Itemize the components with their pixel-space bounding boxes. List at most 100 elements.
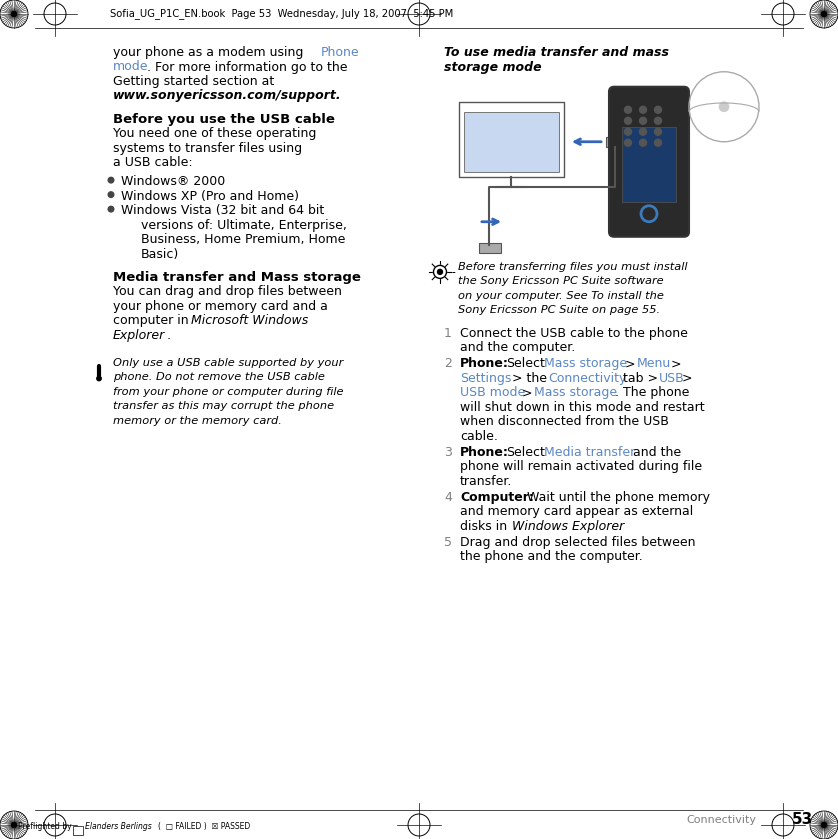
- Circle shape: [639, 128, 646, 135]
- Circle shape: [624, 107, 632, 113]
- Text: 1: 1: [444, 327, 452, 340]
- Text: transfer as this may corrupt the phone: transfer as this may corrupt the phone: [113, 401, 334, 411]
- Text: >: >: [671, 357, 681, 371]
- Circle shape: [719, 102, 729, 112]
- Text: Sofia_UG_P1C_EN.book  Page 53  Wednesday, July 18, 2007  5:45 PM: Sofia_UG_P1C_EN.book Page 53 Wednesday, …: [110, 8, 453, 19]
- Text: Select: Select: [506, 446, 545, 459]
- Bar: [464, 112, 559, 172]
- Circle shape: [624, 117, 632, 124]
- Text: transfer.: transfer.: [460, 475, 512, 488]
- Text: >: >: [522, 387, 532, 399]
- Circle shape: [639, 117, 646, 124]
- Text: on your computer. See To install the: on your computer. See To install the: [458, 291, 664, 300]
- Text: You need one of these operating: You need one of these operating: [113, 128, 317, 140]
- Text: 4: 4: [444, 491, 452, 504]
- Text: when disconnected from the USB: when disconnected from the USB: [460, 415, 669, 429]
- Circle shape: [821, 12, 826, 17]
- Text: a USB cable:: a USB cable:: [113, 156, 193, 169]
- Text: the Sony Ericsson PC Suite software: the Sony Ericsson PC Suite software: [458, 276, 664, 286]
- Circle shape: [654, 107, 661, 113]
- Bar: [73, 826, 83, 835]
- Text: 5: 5: [444, 536, 452, 549]
- Text: tab >: tab >: [623, 372, 658, 385]
- Text: Media transfer and Mass storage: Media transfer and Mass storage: [113, 271, 361, 284]
- Text: the phone and the computer.: the phone and the computer.: [460, 550, 643, 563]
- Text: Microsoft Windows: Microsoft Windows: [191, 315, 308, 327]
- Text: phone. Do not remove the USB cable: phone. Do not remove the USB cable: [113, 373, 325, 383]
- Text: .: .: [167, 329, 171, 341]
- Text: Drag and drop selected files between: Drag and drop selected files between: [460, 536, 696, 549]
- Text: Settings: Settings: [460, 372, 511, 385]
- Text: Windows Explorer: Windows Explorer: [512, 520, 624, 533]
- Circle shape: [433, 265, 447, 279]
- Circle shape: [654, 128, 661, 135]
- Text: systems to transfer files using: systems to transfer files using: [113, 142, 303, 154]
- Text: your phone or memory card and a: your phone or memory card and a: [113, 300, 328, 313]
- Text: 2: 2: [444, 357, 452, 371]
- Text: computer in: computer in: [113, 315, 193, 327]
- Text: >: >: [682, 372, 692, 385]
- Text: mode: mode: [113, 60, 148, 74]
- Text: Phone: Phone: [321, 46, 360, 59]
- Text: . For more information go to the: . For more information go to the: [147, 60, 348, 74]
- Circle shape: [108, 192, 114, 197]
- Text: Windows XP (Pro and Home): Windows XP (Pro and Home): [121, 190, 299, 202]
- Bar: [622, 127, 676, 201]
- Text: from your phone or computer during file: from your phone or computer during file: [113, 387, 344, 397]
- Text: Wait until the phone memory: Wait until the phone memory: [527, 491, 710, 504]
- Text: Phone:: Phone:: [460, 357, 509, 371]
- Text: Sony Ericsson PC Suite on page 55.: Sony Ericsson PC Suite on page 55.: [458, 305, 660, 315]
- Bar: [479, 242, 501, 253]
- Text: disks in: disks in: [460, 520, 507, 533]
- Text: To use media transfer and mass: To use media transfer and mass: [444, 46, 669, 59]
- Circle shape: [12, 12, 17, 17]
- Text: .: .: [618, 520, 622, 533]
- Circle shape: [437, 269, 442, 274]
- Text: Menu: Menu: [637, 357, 671, 371]
- Circle shape: [654, 117, 661, 124]
- FancyBboxPatch shape: [609, 86, 689, 237]
- Text: Mass storage: Mass storage: [534, 387, 617, 399]
- Text: Before transferring files you must install: Before transferring files you must insta…: [458, 262, 687, 272]
- Text: your phone as a modem using: your phone as a modem using: [113, 46, 308, 59]
- FancyBboxPatch shape: [459, 102, 564, 177]
- Text: Before you use the USB cable: Before you use the USB cable: [113, 112, 335, 126]
- Text: USB mode: USB mode: [460, 387, 525, 399]
- Text: and the: and the: [633, 446, 681, 459]
- Text: Windows Vista (32 bit and 64 bit: Windows Vista (32 bit and 64 bit: [121, 204, 324, 217]
- Circle shape: [624, 139, 632, 146]
- Text: and memory card appear as external: and memory card appear as external: [460, 505, 693, 519]
- Text: Explorer: Explorer: [113, 329, 165, 341]
- Text: Getting started section at: Getting started section at: [113, 75, 274, 88]
- Text: www.sonyericsson.com/support.: www.sonyericsson.com/support.: [113, 90, 342, 102]
- Circle shape: [624, 128, 632, 135]
- Text: Select: Select: [506, 357, 545, 371]
- Text: and the computer.: and the computer.: [460, 341, 575, 355]
- Text: memory or the memory card.: memory or the memory card.: [113, 416, 282, 425]
- Circle shape: [654, 139, 661, 146]
- Text: Windows® 2000: Windows® 2000: [121, 175, 225, 188]
- Text: Phone:: Phone:: [460, 446, 509, 459]
- Text: versions of: Ultimate, Enterprise,: versions of: Ultimate, Enterprise,: [141, 218, 347, 232]
- Text: You can drag and drop files between: You can drag and drop files between: [113, 285, 342, 298]
- Text: Computer:: Computer:: [460, 491, 534, 504]
- Text: (  □ FAILED )  ☒ PASSED: ( □ FAILED ) ☒ PASSED: [158, 822, 251, 831]
- Circle shape: [821, 822, 826, 827]
- Text: storage mode: storage mode: [444, 60, 541, 74]
- Text: will shut down in this mode and restart: will shut down in this mode and restart: [460, 401, 705, 414]
- Circle shape: [108, 206, 114, 212]
- Text: 3: 3: [444, 446, 452, 459]
- Text: . The phone: . The phone: [615, 387, 690, 399]
- Text: Only use a USB cable supported by your: Only use a USB cable supported by your: [113, 357, 344, 367]
- Text: Media transfer: Media transfer: [544, 446, 635, 459]
- Text: 53: 53: [792, 812, 813, 827]
- Text: Preflighted by: Preflighted by: [18, 822, 71, 831]
- Circle shape: [97, 377, 101, 381]
- Circle shape: [12, 822, 17, 827]
- Text: Connect the USB cable to the phone: Connect the USB cable to the phone: [460, 327, 688, 340]
- Text: Mass storage: Mass storage: [544, 357, 627, 371]
- Circle shape: [639, 139, 646, 146]
- Text: phone will remain activated during file: phone will remain activated during file: [460, 461, 702, 473]
- Text: Connectivity: Connectivity: [686, 815, 756, 825]
- Text: Business, Home Premium, Home: Business, Home Premium, Home: [141, 233, 345, 246]
